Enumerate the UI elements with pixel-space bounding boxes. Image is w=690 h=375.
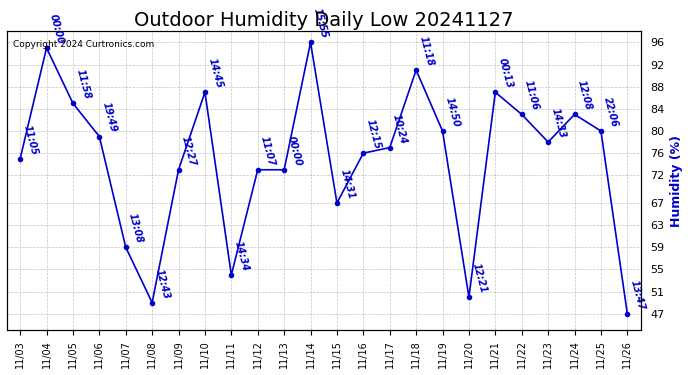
- Text: 11:05: 11:05: [21, 123, 39, 156]
- Text: 14:31: 14:31: [338, 168, 356, 200]
- Text: 12:15: 12:15: [364, 118, 382, 150]
- Text: 00:00: 00:00: [48, 13, 66, 45]
- Text: 14:50: 14:50: [444, 96, 462, 128]
- Text: 13:47: 13:47: [629, 279, 647, 311]
- Text: 19:49: 19:49: [101, 101, 118, 134]
- Text: 10:24: 10:24: [391, 112, 408, 145]
- Text: 14:45: 14:45: [206, 57, 224, 90]
- Text: 22:06: 22:06: [602, 96, 620, 128]
- Text: 15:55: 15:55: [312, 7, 330, 40]
- Text: 12:27: 12:27: [180, 135, 197, 167]
- Text: Copyright 2024 Curtronics.com: Copyright 2024 Curtronics.com: [13, 40, 155, 49]
- Text: 13:08: 13:08: [127, 212, 145, 244]
- Text: 11:07: 11:07: [259, 135, 277, 167]
- Text: 11:06: 11:06: [523, 79, 541, 112]
- Text: 11:58: 11:58: [75, 68, 92, 100]
- Text: 12:21: 12:21: [471, 262, 488, 294]
- Text: 14:34: 14:34: [233, 240, 250, 272]
- Text: 11:18: 11:18: [417, 35, 435, 68]
- Text: 12:43: 12:43: [153, 267, 171, 300]
- Title: Outdoor Humidity Daily Low 20241127: Outdoor Humidity Daily Low 20241127: [134, 11, 513, 30]
- Text: 00:00: 00:00: [286, 135, 303, 167]
- Text: 00:13: 00:13: [497, 57, 514, 90]
- Y-axis label: Humidity (%): Humidity (%): [670, 135, 683, 227]
- Text: 12:08: 12:08: [576, 79, 593, 112]
- Text: 14:33: 14:33: [549, 107, 567, 139]
